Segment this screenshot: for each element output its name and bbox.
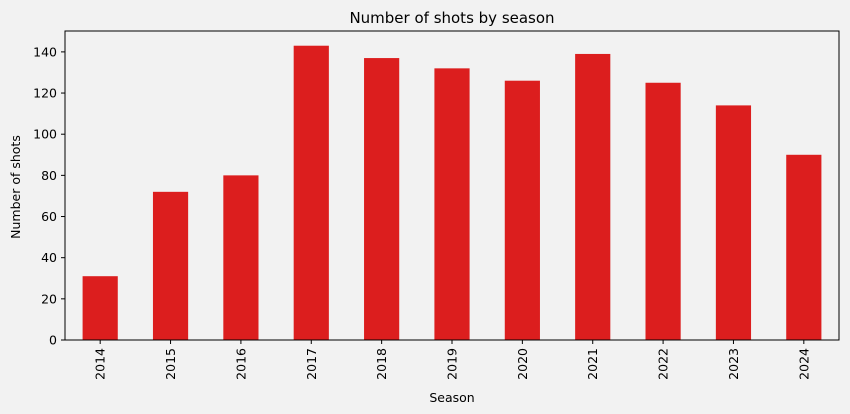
y-tick-label-120: 120 [33,86,57,101]
bars [82,45,822,341]
y-axis-label: Number of shots [8,135,23,239]
bar-2021 [575,53,611,341]
bar-2018 [364,58,400,340]
x-tick-label-2019: 2019 [445,348,460,380]
bar-2015 [152,191,189,340]
y-tick-label-140: 140 [33,44,57,59]
y-tick-label-60: 60 [41,209,57,224]
x-tick-label-2023: 2023 [726,348,741,380]
chart-title: Number of shots by season [349,9,554,27]
x-tick-label-2015: 2015 [163,348,178,380]
x-tick-label-2017: 2017 [304,348,319,380]
bar-2020 [504,80,540,340]
x-tick-label-2018: 2018 [374,348,389,380]
y-tick-label-0: 0 [49,333,57,348]
bar-2023 [715,105,752,340]
bar-2024 [786,154,822,340]
x-tick-label-2020: 2020 [515,348,530,380]
y-tick-label-40: 40 [41,250,57,265]
bar-2016 [223,175,259,340]
y-tick-label-20: 20 [41,291,57,306]
plot-border [64,30,840,341]
y-tick-label-80: 80 [41,168,57,183]
bar-2017 [293,45,329,340]
y-axis: 0 20 40 60 80 100 120 140 [33,44,65,348]
x-tick-label-2016: 2016 [233,348,248,380]
bar-2019 [434,68,470,340]
x-tick-label-2024: 2024 [796,348,811,380]
x-tick-label-2021: 2021 [585,348,600,380]
x-tick-label-2014: 2014 [93,348,108,380]
y-tick-label-100: 100 [33,127,57,142]
plot-frame [64,30,840,341]
bar-2014 [82,276,118,340]
x-axis: 2014 2015 2016 2017 2018 2019 2020 2021 2022 2023… [93,340,811,380]
x-axis-label: Season [429,390,474,405]
x-tick-label-2022: 2022 [656,348,671,380]
bar-2022 [645,82,681,341]
